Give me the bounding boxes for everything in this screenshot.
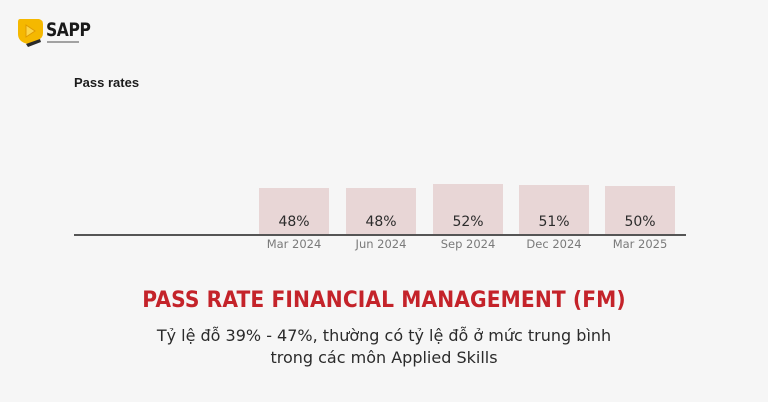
bar-value-label: 50% [624, 214, 656, 230]
bar-value-label: 48% [278, 214, 310, 230]
subtitle-line-2: trong các môn Applied Skills [270, 348, 498, 367]
x-tick-label: Jun 2024 [355, 237, 407, 251]
brand-tagline [47, 41, 79, 43]
sapp-logo: SAPP [16, 16, 91, 48]
bar-mar-2024: 48% [259, 188, 329, 234]
brand-name: SAPP [46, 19, 91, 41]
subtitle-line-1: Tỷ lệ đỗ 39% - 47%, thường có tỷ lệ đỗ ở… [156, 326, 612, 345]
bar-value-label: 52% [452, 214, 484, 230]
x-tick-label: Mar 2024 [266, 237, 322, 251]
x-tick-label: Dec 2024 [526, 237, 582, 251]
bar-dec-2024: 51% [519, 185, 589, 234]
bar-value-label: 48% [365, 214, 397, 230]
play-shield-icon [18, 19, 43, 47]
bar-value-label: 51% [538, 214, 570, 230]
bar-jun-2024: 48% [346, 188, 416, 234]
headline: PASS RATE FINANCIAL MANAGEMENT (FM) [142, 288, 626, 313]
x-tick-label: Mar 2025 [612, 237, 668, 251]
x-tick-label: Sep 2024 [440, 237, 496, 251]
x-axis-line [74, 234, 686, 236]
subtitle: Tỷ lệ đỗ 39% - 47%, thường có tỷ lệ đỗ ở… [0, 325, 768, 369]
bar-mar-2025: 50% [605, 186, 675, 234]
bar-sep-2024: 52% [433, 184, 503, 234]
chart-title: Pass rates [74, 75, 140, 90]
